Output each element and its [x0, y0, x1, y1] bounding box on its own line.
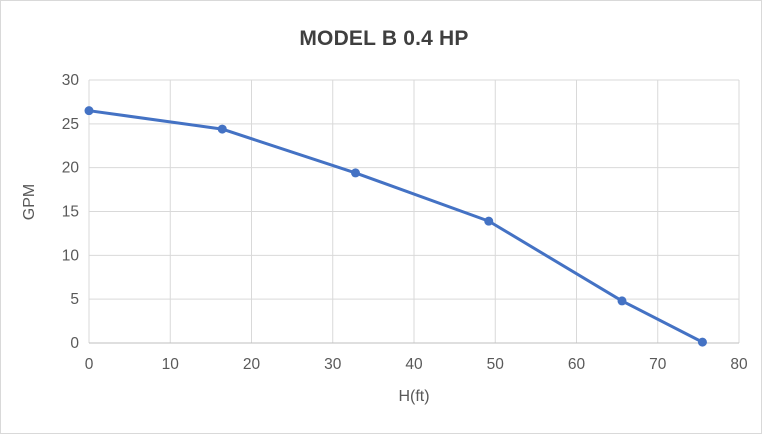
x-axis-title: H(ft)	[398, 388, 429, 405]
data-point	[617, 296, 627, 306]
x-tick-label: 70	[649, 356, 667, 373]
y-tick-label: 15	[62, 204, 79, 221]
y-tick-label: 0	[70, 335, 79, 352]
x-tick-label: 60	[568, 356, 586, 373]
x-tick-label: 80	[730, 356, 748, 373]
x-tick-label: 0	[85, 356, 94, 373]
x-tick-label: 10	[162, 356, 180, 373]
data-point	[484, 216, 494, 226]
data-point	[84, 106, 94, 116]
data-point	[217, 124, 227, 134]
y-tick-label: 25	[62, 116, 79, 133]
data-point	[351, 168, 360, 178]
y-tick-label: 5	[70, 291, 79, 308]
x-tick-label: 20	[243, 356, 261, 373]
x-tick-label: 40	[405, 356, 423, 373]
y-tick-label: 30	[62, 72, 80, 89]
y-tick-label: 10	[62, 247, 80, 264]
chart-title: MODEL B 0.4 HP	[299, 27, 468, 50]
x-tick-label: 30	[324, 356, 342, 373]
y-tick-label: 20	[62, 160, 80, 177]
x-tick-label: 50	[487, 356, 505, 373]
y-axis-title: GPM	[21, 184, 38, 220]
plot-layer: 0 10 20 30 40 50 60 70 80 0 5 10 15 20 25 30	[62, 72, 748, 373]
data-line	[87, 109, 704, 344]
data-point	[697, 337, 707, 347]
